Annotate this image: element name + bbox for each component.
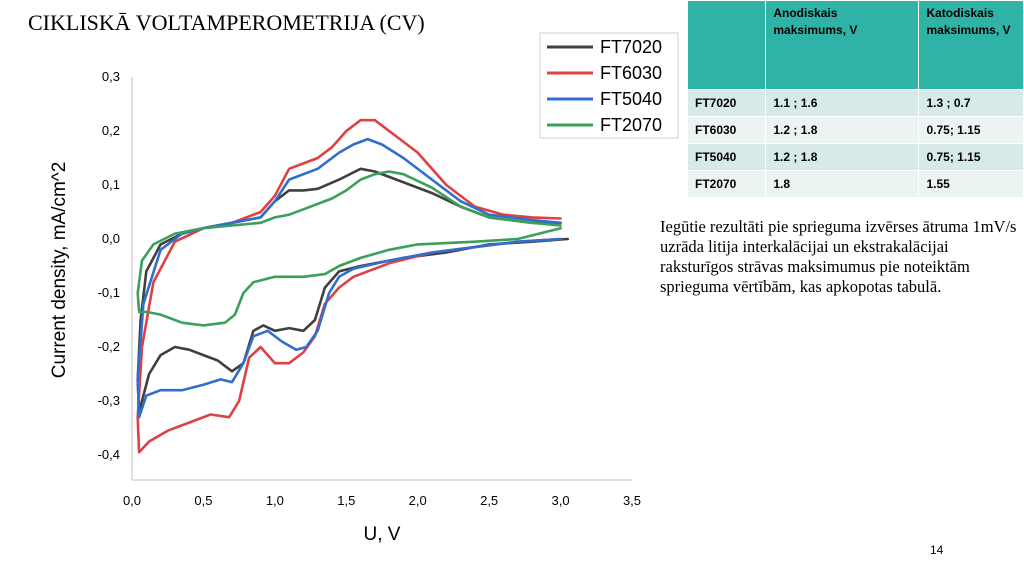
table-row: FT7020 1.1 ; 1.6 1.3 ; 0.7 [686, 89, 1024, 117]
table-cell-cathodic: 1.55 [918, 170, 1024, 198]
x-tick-label: 3,5 [623, 493, 641, 508]
x-tick-label: 0,0 [123, 493, 141, 508]
x-tick-label: 1,0 [266, 493, 284, 508]
y-tick-label: 0,1 [102, 177, 120, 192]
y-tick-label: -0,3 [98, 393, 120, 408]
x-tick-label: 0,5 [194, 493, 212, 508]
table-cell-cathodic: 1.3 ; 0.7 [918, 89, 1024, 117]
table-cell-sample: FT2070 [686, 170, 767, 198]
table-cell-anodic: 1.8 [765, 170, 920, 198]
table-cell-anodic: 1.2 ; 1.8 [765, 143, 920, 171]
table-cell-anodic: 1.2 ; 1.8 [765, 116, 920, 144]
y-tick-label: 0,3 [102, 69, 120, 84]
table-cell-anodic: 1.1 ; 1.6 [765, 89, 920, 117]
x-tick-labels: 0,0 0,5 1,0 1,5 2,0 2,5 3,0 3,5 [123, 493, 641, 508]
y-tick-label: -0,4 [98, 447, 120, 462]
table-header-cathodic: Katodiskais maksimums, V [918, 0, 1024, 90]
table-cell-cathodic: 0.75; 1.15 [918, 143, 1024, 171]
table-cell-sample: FT6030 [686, 116, 767, 144]
table-header-cell [686, 0, 767, 90]
table-header-row: Anodiskais maksimums, V Katodiskais maks… [686, 0, 1024, 90]
description-text: Iegūtie rezultāti pie sprieguma izvērses… [660, 217, 1017, 296]
x-tick-label: 1,5 [337, 493, 355, 508]
peaks-table: Anodiskais maksimums, V Katodiskais maks… [686, 0, 1024, 198]
legend: FT7020 FT6030 FT5040 FT2070 [539, 32, 679, 139]
legend-box [539, 32, 679, 139]
table-row: FT2070 1.8 1.55 [686, 170, 1024, 198]
legend-label-ft6030: FT6030 [600, 63, 662, 83]
series-line-ft7020 [136, 167, 570, 414]
x-tick-label: 3,0 [552, 493, 570, 508]
table-header-anodic: Anodiskais maksimums, V [765, 0, 920, 90]
table-row: FT6030 1.2 ; 1.8 0.75; 1.15 [686, 116, 1024, 144]
series-lines [136, 118, 570, 454]
y-tick-label: 0,2 [102, 123, 120, 138]
series-line-ft5040 [136, 137, 562, 419]
table-cell-sample: FT5040 [686, 143, 767, 171]
y-tick-labels: 0,3 0,2 0,1 0,0 -0,1 -0,2 -0,3 -0,4 [98, 69, 120, 462]
table-cell-sample: FT7020 [686, 89, 767, 117]
legend-label-ft7020: FT7020 [600, 37, 662, 57]
series-line-ft6030 [136, 118, 562, 454]
x-axis-title: U, V [364, 524, 401, 545]
legend-label-ft2070: FT2070 [600, 115, 662, 135]
table-cell-cathodic: 0.75; 1.15 [918, 116, 1024, 144]
x-tick-label: 2,0 [409, 493, 427, 508]
slide-title: CIKLISKĀ VOLTAMPEROMETRIJA (CV) [28, 10, 425, 35]
y-axis-title: Current density, mA/cm^2 [49, 162, 70, 379]
series-line-ft2070 [136, 170, 562, 327]
y-tick-label: -0,1 [98, 285, 120, 300]
y-tick-label: -0,2 [98, 339, 120, 354]
table-row: FT5040 1.2 ; 1.8 0.75; 1.15 [686, 143, 1024, 171]
page-number: 14 [930, 543, 944, 557]
legend-label-ft5040: FT5040 [600, 89, 662, 109]
x-tick-label: 2,5 [480, 493, 498, 508]
y-tick-label: 0,0 [102, 231, 120, 246]
